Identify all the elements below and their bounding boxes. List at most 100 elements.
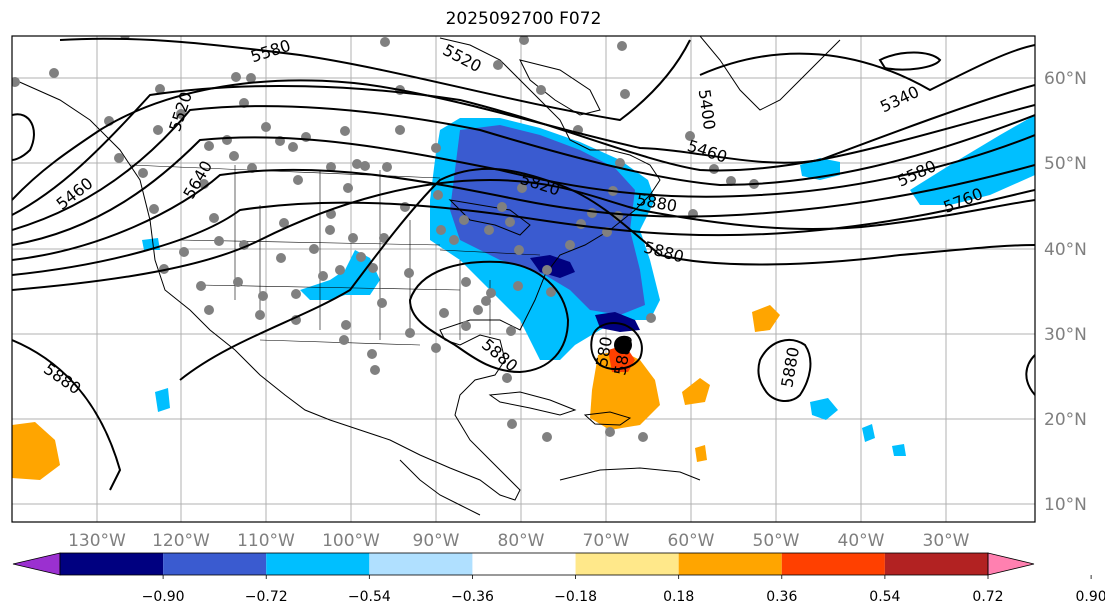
south-america-coast — [559, 467, 701, 481]
colorbar-tick-label: 0.72 — [972, 589, 1003, 605]
contour-5880-right — [1025, 354, 1035, 396]
station-marker — [12, 77, 20, 87]
colorbar: −0.90 −0.72 −0.54 −0.36 −0.18 0.18 0.36 0.54 0.7… — [12, 552, 1105, 605]
station-marker — [341, 320, 351, 330]
station-marker — [493, 60, 503, 70]
longitude-tick-label: 40°W — [838, 531, 885, 551]
colorbar-tick-label: −0.36 — [451, 589, 494, 605]
latitude-tick-label: 10°N — [1044, 495, 1087, 515]
station-marker — [587, 208, 597, 218]
colorbar-extend-min — [12, 552, 61, 576]
contour-5880-closed — [408, 260, 570, 374]
orange-region-east-2 — [682, 378, 710, 405]
map-title: 2025092700 F072 — [445, 9, 602, 29]
station-marker — [348, 233, 358, 243]
station-marker — [343, 183, 353, 193]
latitude-tick-label: 30°N — [1044, 325, 1087, 345]
station-marker — [638, 432, 648, 442]
station-marker — [459, 215, 469, 225]
station-marker — [261, 122, 271, 132]
storm-center-marker — [614, 336, 632, 354]
station-marker — [153, 125, 163, 135]
sky-blue-small-1 — [810, 398, 838, 420]
station-marker — [436, 225, 446, 235]
colorbar-segment — [266, 553, 370, 575]
station-marker — [484, 225, 494, 235]
station-marker — [204, 305, 214, 315]
contour-5460-west — [12, 113, 35, 161]
station-marker — [546, 287, 556, 297]
station-marker — [291, 289, 301, 299]
colorbar-tick-label: 0.54 — [869, 589, 900, 605]
station-marker — [502, 373, 512, 383]
station-marker — [461, 321, 471, 331]
map-frame — [11, 35, 1036, 523]
station-marker — [536, 85, 546, 95]
sky-blue-small-2 — [862, 424, 875, 442]
station-marker — [506, 326, 516, 336]
station-marker — [486, 288, 496, 298]
anomaly-shading — [12, 115, 1035, 480]
contour-5760 — [12, 189, 1035, 276]
latitude-labels: 60°N 50°N 40°N 30°N 20°N 10°N — [1044, 69, 1087, 515]
colorbar-segment — [781, 553, 885, 575]
station-marker — [222, 135, 232, 145]
contour-5700 — [12, 164, 1035, 261]
station-marker — [326, 162, 336, 172]
contour-5880-ring — [590, 322, 643, 371]
contour-5400 — [59, 37, 691, 122]
station-marker — [233, 277, 243, 287]
station-marker — [114, 153, 124, 163]
station-marker — [339, 335, 349, 345]
station-marker — [380, 37, 390, 47]
station-marker — [439, 308, 449, 318]
station-marker — [360, 161, 370, 171]
longitude-tick-label: 130°W — [68, 531, 126, 551]
sky-blue-region-north-atlantic — [910, 115, 1035, 205]
station-marker — [565, 240, 575, 250]
station-marker — [685, 131, 695, 141]
station-marker — [481, 296, 491, 306]
colorbar-tick-label: −0.72 — [245, 589, 288, 605]
station-marker — [395, 125, 405, 135]
colorbar-tick-label: −0.90 — [142, 589, 185, 605]
latitude-tick-label: 60°N — [1044, 69, 1087, 89]
station-marker — [155, 84, 165, 94]
station-marker — [709, 164, 719, 174]
orange-region-east-3 — [695, 445, 707, 462]
contour-5940-pacific — [878, 51, 942, 71]
colorbar-tick-label: −0.18 — [554, 589, 597, 605]
station-marker — [620, 89, 630, 99]
station-marker — [382, 162, 392, 172]
colorbar-segment — [678, 553, 782, 575]
station-marker — [229, 151, 239, 161]
cuba-coast — [488, 391, 577, 416]
colorbar-extend-max — [987, 552, 1035, 576]
coastlines — [14, 36, 841, 516]
station-marker — [258, 291, 268, 301]
station-marker — [431, 143, 441, 153]
station-marker — [309, 244, 319, 254]
colorbar-tick-label: 0.36 — [766, 589, 797, 605]
station-marker — [335, 265, 345, 275]
north-america-coast — [14, 37, 661, 501]
colorbar-segment — [369, 553, 473, 575]
station-marker — [293, 175, 303, 185]
longitude-tick-label: 50°W — [753, 531, 800, 551]
contour-5820 — [12, 178, 1035, 291]
station-marker — [517, 183, 527, 193]
orange-region-pacific — [12, 422, 60, 480]
station-marker — [542, 432, 552, 442]
longitude-tick-label: 110°W — [237, 531, 295, 551]
colorbar-tick-label: 0.90 — [1076, 589, 1105, 605]
station-marker — [431, 343, 441, 353]
station-marker — [377, 298, 387, 308]
contour-5880-east — [757, 339, 812, 402]
station-marker — [617, 41, 627, 51]
station-marker — [179, 247, 189, 257]
colorbar-segment — [60, 553, 164, 575]
station-marker — [615, 158, 625, 168]
station-marker — [726, 176, 736, 186]
political-borders — [129, 164, 541, 346]
station-marker — [449, 235, 459, 245]
